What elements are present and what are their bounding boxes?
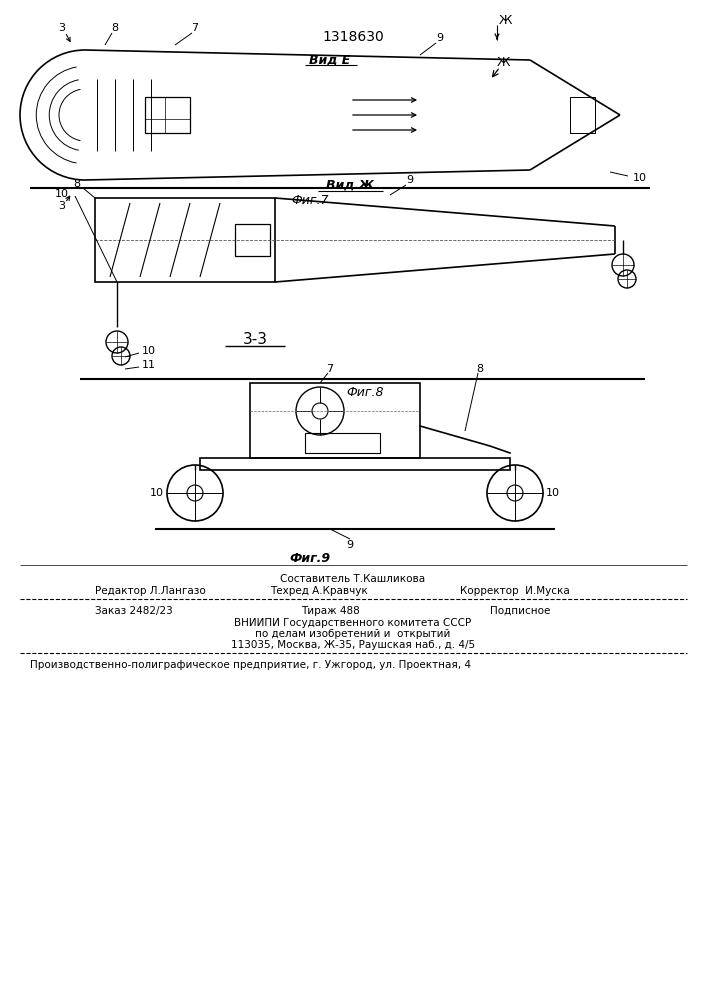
Text: 7: 7 <box>327 364 334 374</box>
Text: Техред А.Кравчук: Техред А.Кравчук <box>270 586 368 596</box>
Text: 113035, Москва, Ж-35, Раушская наб., д. 4/5: 113035, Москва, Ж-35, Раушская наб., д. … <box>231 640 475 650</box>
Text: Ж: Ж <box>496 56 510 70</box>
Text: Фиг.7: Фиг.7 <box>291 194 329 207</box>
Bar <box>95 198 275 282</box>
Text: Производственно-полиграфическое предприятие, г. Ужгород, ул. Проектная, 4: Производственно-полиграфическое предприя… <box>30 660 471 670</box>
Text: по делам изобретений и  открытий: по делам изобретений и открытий <box>255 629 450 639</box>
Text: 3: 3 <box>59 23 66 33</box>
Text: 10: 10 <box>633 173 647 183</box>
Bar <box>200 458 510 470</box>
Bar <box>570 97 595 133</box>
Text: 3-3: 3-3 <box>243 332 267 348</box>
Text: Ж: Ж <box>498 13 512 26</box>
Text: 8: 8 <box>112 23 119 33</box>
Bar <box>570 97 595 133</box>
Text: Фиг.9: Фиг.9 <box>289 552 331 566</box>
Text: Корректор  И.Муска: Корректор И.Муска <box>460 586 570 596</box>
Text: Редактор Л.Лангазо: Редактор Л.Лангазо <box>95 586 206 596</box>
Text: 10: 10 <box>142 346 156 356</box>
Bar <box>145 97 190 133</box>
Text: ВНИИПИ Государственного комитета СССР: ВНИИПИ Государственного комитета СССР <box>235 618 472 628</box>
Text: 9: 9 <box>407 175 414 185</box>
Text: 10: 10 <box>55 189 69 199</box>
Text: 10: 10 <box>546 488 560 498</box>
Text: 9: 9 <box>436 33 443 43</box>
Text: Составитель Т.Кашликова: Составитель Т.Кашликова <box>281 574 426 584</box>
Text: 8: 8 <box>477 364 484 374</box>
Bar <box>250 383 420 458</box>
Text: 10: 10 <box>150 488 164 498</box>
Bar <box>235 224 270 256</box>
Text: 11: 11 <box>142 360 156 370</box>
Text: Подписное: Подписное <box>490 606 550 616</box>
Text: 7: 7 <box>192 23 199 33</box>
Text: Вид Ж: Вид Ж <box>326 178 374 192</box>
Text: 9: 9 <box>346 540 354 550</box>
Bar <box>305 433 380 453</box>
Text: 1318630: 1318630 <box>322 30 384 44</box>
Text: Вид Е: Вид Е <box>310 53 351 66</box>
Text: 3: 3 <box>59 201 66 211</box>
Text: 8: 8 <box>74 179 81 189</box>
Text: Заказ 2482/23: Заказ 2482/23 <box>95 606 173 616</box>
Text: Фиг.8: Фиг.8 <box>346 385 384 398</box>
Text: Тираж 488: Тираж 488 <box>300 606 359 616</box>
